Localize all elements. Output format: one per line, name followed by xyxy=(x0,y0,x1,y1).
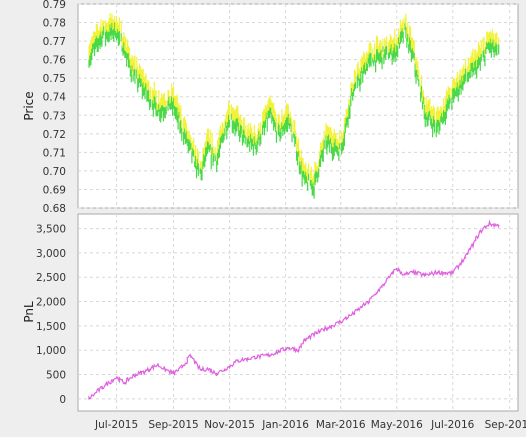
pnl-point xyxy=(206,367,209,370)
price-series xyxy=(88,13,500,199)
pnl-point xyxy=(480,230,483,232)
pnl-point xyxy=(413,271,416,274)
pnl-point xyxy=(246,358,248,360)
price-y-tick-label: 0.75 xyxy=(43,73,66,85)
pnl-point xyxy=(157,363,159,366)
pnl-series xyxy=(88,219,500,400)
pnl-point xyxy=(124,381,126,384)
pnl-y-tick-label: 500 xyxy=(46,370,66,382)
x-tick-label: May-2016 xyxy=(371,419,423,431)
price-axis-label: Price xyxy=(22,91,36,120)
pnl-point xyxy=(237,360,239,362)
pnl-point xyxy=(133,374,135,377)
price-y-tick-label: 0.72 xyxy=(43,129,66,141)
price-y-tick-label: 0.78 xyxy=(43,18,66,30)
pnl-point xyxy=(424,274,427,277)
pnl-point xyxy=(381,286,383,288)
pnl-y-tick-label: 1,500 xyxy=(36,321,66,333)
x-tick-label: Jan-2016 xyxy=(261,419,309,431)
price-y-tick-label: 0.70 xyxy=(43,166,66,178)
pnl-point xyxy=(488,222,491,225)
pnl-point xyxy=(228,365,231,368)
pnl-point xyxy=(464,256,467,259)
pnl-point xyxy=(256,356,258,358)
x-tick-label: Sep-2016 xyxy=(485,419,526,431)
pnl-point xyxy=(352,312,355,315)
pnl-point xyxy=(395,267,398,270)
price-y-tick-labels: 0.68 0.69 0.70 0.71 0.72 0.73 0.74 0.75 0.76 0.77… xyxy=(43,0,67,215)
x-tick-labels: Jul-2015 Sep-2015 Nov-2015 Jan-2016 Mar-2016… xyxy=(94,419,526,431)
pnl-point xyxy=(313,333,315,336)
pnl-y-tick-label: 2,500 xyxy=(36,272,66,284)
pnl-point xyxy=(368,300,370,303)
pnl-point xyxy=(297,349,300,351)
pnl-point xyxy=(497,224,500,227)
pnl-point xyxy=(180,366,183,369)
pnl-point xyxy=(200,369,202,371)
pnl-point xyxy=(88,398,90,400)
pnl-point xyxy=(288,346,291,349)
pnl-y-tick-label: 0 xyxy=(59,394,66,406)
price-y-tick-label: 0.79 xyxy=(43,0,66,11)
pnl-point xyxy=(304,339,306,342)
x-tick-label: Jul-2016 xyxy=(430,419,474,431)
pnl-y-tick-label: 2,000 xyxy=(36,297,66,309)
pnl-y-tick-label: 3,500 xyxy=(36,224,66,236)
price-y-tick-label: 0.76 xyxy=(43,55,67,67)
x-tick-label: Nov-2015 xyxy=(204,419,255,431)
pnl-point xyxy=(451,272,454,275)
pnl-point xyxy=(144,370,146,373)
pnl-point xyxy=(190,355,192,357)
price-y-tick-label: 0.77 xyxy=(43,36,66,48)
pnl-point xyxy=(101,387,103,389)
pnl-point xyxy=(437,271,439,274)
pnl-y-tick-label: 1,000 xyxy=(36,345,66,357)
pnl-y-tick-label: 3,000 xyxy=(36,248,66,260)
price-y-tick-label: 0.74 xyxy=(43,92,67,104)
pnl-point xyxy=(404,274,406,276)
pnl-point xyxy=(115,376,118,379)
pnl-line xyxy=(88,219,500,400)
price-y-tick-label: 0.68 xyxy=(43,203,66,215)
pnl-axis-label: PnL xyxy=(22,301,36,323)
pnl-point xyxy=(215,372,218,375)
x-tick-label: Sep-2015 xyxy=(148,419,198,431)
pnl-plot-area xyxy=(77,213,519,412)
pnl-point xyxy=(326,327,328,330)
x-tick-label: Mar-2016 xyxy=(316,419,366,431)
price-y-tick-label: 0.71 xyxy=(43,147,66,159)
pnl-y-tick-labels: 0 500 1,000 1,500 2,000 2,500 3,000 3,500 xyxy=(36,224,66,406)
pnl-point xyxy=(278,350,280,352)
price-y-tick-label: 0.73 xyxy=(43,110,66,122)
pnl-grid xyxy=(78,214,518,411)
price-y-tick-label: 0.69 xyxy=(43,184,66,196)
x-tick-label: Jul-2015 xyxy=(94,419,138,431)
pnl-point xyxy=(269,354,271,356)
pnl-point xyxy=(339,321,342,323)
pnl-point xyxy=(172,372,175,375)
